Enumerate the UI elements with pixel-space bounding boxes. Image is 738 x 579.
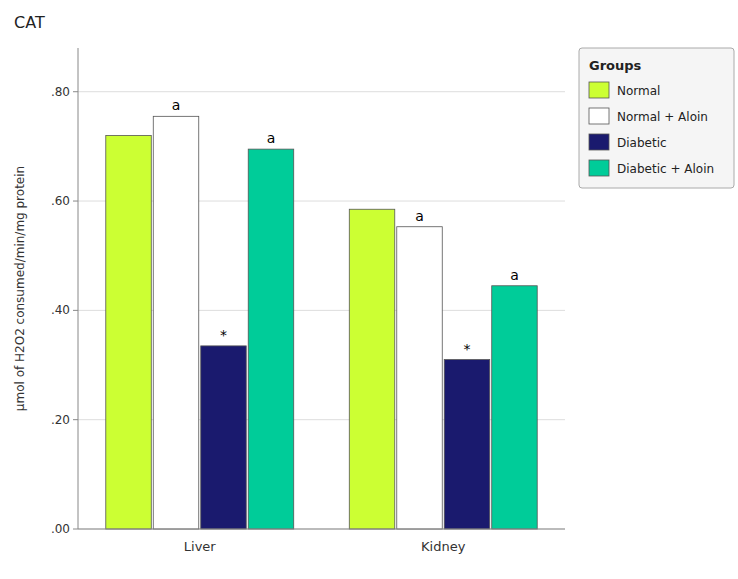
legend-swatch: [589, 134, 609, 150]
bar: [106, 135, 151, 529]
annotation: a: [172, 97, 181, 113]
bar: [444, 360, 489, 529]
tick-mark: [73, 419, 78, 420]
tick-mark: [73, 310, 78, 311]
tick-label: .80: [51, 85, 70, 99]
bar: [492, 286, 537, 529]
category-label: Kidney: [421, 539, 466, 554]
tick-mark: [73, 91, 78, 92]
legend-label: Normal + Aloin: [617, 110, 708, 124]
legend-swatch: [589, 160, 609, 176]
legend-label: Diabetic + Aloin: [617, 162, 714, 176]
bar: [153, 116, 198, 529]
y-axis-line: [78, 48, 79, 529]
annotation: *: [463, 341, 470, 357]
annotation: *: [220, 327, 227, 343]
legend-title: Groups: [589, 58, 642, 73]
legend-label: Normal: [617, 84, 660, 98]
title: CAT: [14, 13, 45, 32]
grid-line: [78, 529, 565, 530]
grid-line: [78, 91, 565, 92]
tick-label: .20: [51, 413, 70, 427]
tick-mark: [73, 201, 78, 202]
tick-mark: [73, 529, 78, 530]
tick-label: .00: [51, 522, 70, 536]
x-axis-line: [78, 529, 565, 530]
category-label: Liver: [184, 539, 217, 554]
bar: [201, 346, 246, 529]
background: [0, 0, 738, 579]
y-axis-label: μmol of H2O2 consumed/min/mg protein: [13, 166, 27, 411]
legend-label: Diabetic: [617, 136, 667, 150]
bar: [349, 209, 394, 529]
chart: .00 .20 .40 .60 .80 a * a a * a Liver Kidney μmol of …: [0, 0, 738, 579]
annotation: a: [510, 267, 519, 283]
tick-label: .40: [51, 303, 70, 317]
bar: [248, 149, 293, 529]
bar: [397, 227, 442, 529]
legend-swatch: [589, 82, 609, 98]
legend-box: [579, 48, 734, 188]
annotation: a: [415, 208, 424, 224]
tick-label: .60: [51, 194, 70, 208]
legend: Groups Normal Normal + Aloin Diabetic Diabet…: [579, 48, 734, 188]
annotation: a: [267, 130, 276, 146]
legend-swatch: [589, 108, 609, 124]
